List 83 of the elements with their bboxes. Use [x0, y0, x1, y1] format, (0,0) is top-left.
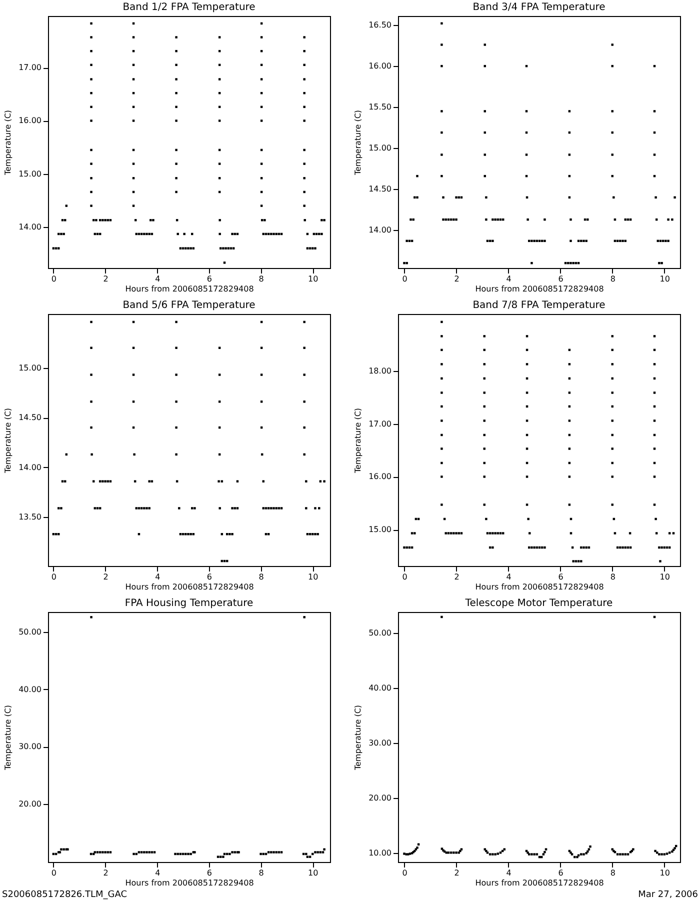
x-tick-label: 4 [506, 274, 512, 284]
x-tick-label: 4 [155, 572, 160, 582]
x-tick-label: 10 [660, 572, 670, 582]
chart-title: FPA Housing Temperature [124, 598, 254, 609]
x-tick-label: 6 [206, 572, 212, 582]
y-tick-label: 16.50 [368, 20, 392, 30]
y-tick-label: 18.00 [368, 366, 392, 376]
x-tick-label: 10 [308, 868, 318, 878]
x-tick-label: 2 [454, 274, 460, 284]
x-tick-label: 0 [402, 274, 408, 284]
x-axis-title: Hours from 2006085172829408 [125, 582, 254, 592]
chart-title: Band 7/8 FPA Temperature [472, 300, 606, 311]
x-axis-title: Hours from 2006085172829408 [125, 284, 254, 294]
y-tick-label: 40.00 [18, 684, 42, 694]
y-tick-label: 16.00 [368, 62, 392, 71]
x-axis-title: Hours from 2006085172829408 [475, 878, 604, 888]
y-tick-label: 15.50 [368, 102, 392, 112]
y-axis-title: Temperature (C) [4, 110, 13, 176]
y-tick-label: 10.00 [368, 848, 392, 858]
y-tick-label: 16.00 [18, 116, 42, 126]
x-tick-label: 10 [660, 868, 670, 878]
x-tick-label: 6 [558, 868, 564, 878]
x-tick-label: 8 [258, 868, 264, 878]
y-tick-label: 14.00 [368, 226, 392, 235]
y-axis-title: Temperature (C) [4, 704, 13, 772]
y-tick-label: 15.00 [18, 169, 42, 178]
chart-title: Band 5/6 FPA Temperature [122, 300, 256, 311]
y-tick-label: 30.00 [368, 738, 392, 748]
y-tick-label: 20.00 [18, 800, 42, 809]
text: Mar 27, 2006 [638, 890, 698, 900]
x-tick-label: 10 [308, 572, 318, 582]
x-tick-label: 8 [610, 868, 616, 878]
chart-title: Band 1/2 FPA Temperature [122, 2, 256, 13]
x-tick-label: 0 [402, 868, 408, 878]
y-tick-label: 20.00 [368, 794, 392, 803]
x-tick-label: 8 [258, 274, 264, 284]
x-tick-label: 6 [558, 572, 564, 582]
y-tick-label: 15.00 [368, 525, 392, 534]
y-tick-label: 14.50 [368, 184, 392, 194]
x-tick-label: 2 [103, 572, 108, 582]
chart-title: Telescope Motor Temperature [464, 598, 613, 609]
x-tick-label: 10 [308, 274, 318, 284]
x-tick-label: 4 [506, 572, 512, 582]
x-tick-label: 2 [454, 572, 460, 582]
x-tick-label: 6 [206, 274, 212, 284]
y-tick-label: 13.50 [18, 512, 42, 522]
x-axis-title: Hours from 2006085172829408 [125, 878, 254, 888]
y-tick-label: 50.00 [368, 628, 392, 638]
y-tick-label: 17.00 [18, 63, 42, 72]
text: S2006085172826.TLM_GAC [2, 890, 128, 900]
y-tick-label: 14.00 [18, 462, 42, 472]
y-tick-label: 15.00 [368, 144, 392, 153]
x-tick-label: 8 [610, 274, 616, 284]
y-tick-label: 15.00 [18, 363, 42, 372]
y-axis-title: Temperature (C) [4, 408, 13, 474]
x-tick-label: 2 [103, 868, 108, 878]
x-tick-label: 2 [103, 274, 108, 284]
y-tick-label: 16.00 [368, 472, 392, 482]
x-tick-label: 4 [506, 868, 512, 878]
y-tick-label: 17.00 [368, 419, 392, 428]
x-tick-label: 8 [610, 572, 616, 582]
y-axis-title: Temperature (C) [354, 408, 363, 474]
y-tick-label: 50.00 [18, 628, 42, 637]
x-tick-label: 0 [51, 868, 56, 878]
y-axis-title: Temperature (C) [354, 110, 363, 176]
x-tick-label: 4 [155, 868, 160, 878]
x-tick-label: 0 [51, 274, 56, 284]
x-tick-label: 6 [206, 868, 212, 878]
chart-title: Band 3/4 FPA Temperature [472, 2, 606, 13]
x-axis-title: Hours from 2006085172829408 [475, 284, 604, 294]
y-tick-label: 40.00 [368, 683, 392, 692]
x-tick-label: 0 [402, 572, 408, 582]
x-axis-title: Hours from 2006085172829408 [475, 582, 604, 592]
x-tick-label: 6 [558, 274, 564, 284]
y-tick-label: 14.50 [18, 413, 42, 422]
y-axis-title: Temperature (C) [354, 704, 363, 772]
x-tick-label: 2 [454, 868, 460, 878]
x-tick-label: 8 [258, 572, 264, 582]
x-tick-label: 0 [51, 572, 56, 582]
y-tick-label: 30.00 [18, 742, 42, 752]
y-tick-label: 14.00 [18, 222, 42, 232]
x-tick-label: 4 [155, 274, 160, 284]
x-tick-label: 10 [660, 274, 670, 284]
